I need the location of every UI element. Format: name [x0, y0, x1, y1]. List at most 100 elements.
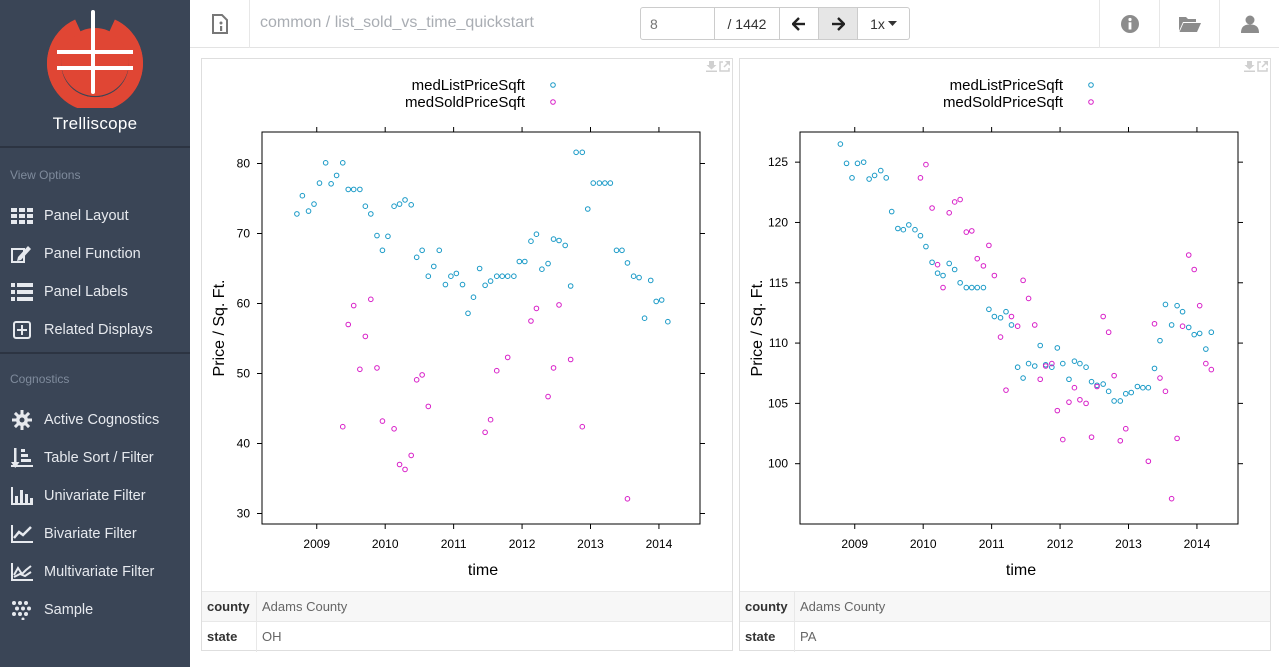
- open-display-button[interactable]: [1159, 0, 1219, 48]
- data-point: [476, 265, 483, 272]
- sidebar-item-panel-labels[interactable]: Panel Labels: [0, 273, 190, 311]
- sidebar-item-sample[interactable]: Sample: [0, 591, 190, 629]
- data-point: [1003, 387, 1009, 393]
- legend-label: medSoldPriceSqft: [943, 94, 1064, 111]
- y-axis-label: Price / Sq. Ft.: [211, 280, 228, 377]
- data-point: [419, 247, 425, 254]
- user-button[interactable]: [1219, 0, 1279, 48]
- data-point: [1151, 365, 1158, 372]
- cog-name: county: [202, 591, 257, 622]
- data-point: [1162, 301, 1169, 308]
- data-point: [442, 281, 449, 288]
- data-point: [522, 258, 528, 265]
- data-point: [630, 273, 637, 279]
- sidebar-item-panel-function[interactable]: Panel Function: [0, 235, 190, 273]
- data-point: [368, 211, 374, 217]
- data-point: [986, 242, 992, 249]
- data-point: [624, 496, 631, 502]
- panel-2[interactable]: medListPriceSqft medSoldPriceSqft 2009 2010…: [739, 58, 1271, 652]
- arrow-right-icon: [832, 16, 845, 31]
- data-point: [539, 266, 545, 272]
- data-point: [1134, 383, 1141, 390]
- data-point: [493, 273, 500, 279]
- data-point: [860, 159, 867, 165]
- prev-page-button[interactable]: [780, 7, 819, 40]
- arrow-left-icon: [792, 16, 805, 31]
- display-info-button[interactable]: [190, 0, 250, 48]
- data-point: [470, 294, 477, 300]
- data-point: [430, 263, 437, 270]
- data-point: [653, 298, 660, 305]
- sidebar-item-univariate-filter[interactable]: Univariate Filter: [0, 477, 190, 515]
- cog-name: state: [202, 621, 257, 652]
- download-icon[interactable]: [706, 61, 717, 72]
- data-point: [1049, 360, 1055, 367]
- zoom-dropdown[interactable]: 1x: [858, 7, 910, 40]
- data-point: [396, 461, 403, 468]
- data-point: [345, 321, 352, 328]
- page-input[interactable]: [640, 7, 715, 40]
- sidebar-item-table-sort-filter[interactable]: Table Sort / Filter: [0, 439, 190, 477]
- data-point: [590, 180, 597, 186]
- data-point: [1111, 372, 1117, 379]
- data-point: [923, 243, 929, 250]
- external-link-icon[interactable]: [1257, 61, 1268, 72]
- data-point: [929, 259, 935, 266]
- data-point: [997, 314, 1004, 321]
- data-point: [1025, 295, 1032, 302]
- page-total: / 1442: [715, 7, 780, 40]
- data-point: [934, 261, 941, 268]
- data-point: [1088, 378, 1095, 385]
- brand-name: Trelliscope: [52, 114, 138, 133]
- y-tick-label: 125: [768, 155, 788, 169]
- data-point: [980, 263, 987, 269]
- data-point: [895, 225, 901, 232]
- cog-value: Adams County: [800, 599, 886, 614]
- data-point: [1145, 458, 1152, 465]
- data-point: [556, 237, 562, 244]
- data-point: [1168, 495, 1175, 502]
- info-icon: [1120, 15, 1139, 33]
- sidebar-item-label: Active Cognostics: [44, 412, 160, 428]
- data-point: [1003, 308, 1009, 315]
- data-point: [1071, 358, 1078, 364]
- next-page-button[interactable]: [819, 7, 858, 40]
- data-point: [934, 270, 941, 276]
- external-link-icon[interactable]: [719, 61, 730, 72]
- data-point: [647, 277, 654, 284]
- data-point: [350, 302, 357, 309]
- info-button[interactable]: [1099, 0, 1159, 48]
- data-point: [408, 452, 414, 459]
- data-point: [1117, 437, 1124, 444]
- sidebar-item-multivariate-filter[interactable]: Multivariate Filter: [0, 553, 190, 591]
- download-icon[interactable]: [1244, 61, 1255, 72]
- panel-1[interactable]: medListPriceSqft medSoldPriceSqft 2009 2010…: [201, 58, 733, 652]
- display-path: common / list_sold_vs_time_quickstart: [260, 14, 534, 31]
- data-point: [1100, 313, 1106, 320]
- cog-row-state: state PA: [740, 621, 1270, 652]
- data-point: [1077, 360, 1083, 367]
- data-point: [533, 231, 540, 237]
- data-point: [362, 203, 369, 209]
- data-point: [499, 273, 506, 279]
- data-point: [602, 180, 608, 186]
- y-tick-label: 110: [769, 336, 788, 350]
- folder-open-icon: [1178, 17, 1201, 32]
- x-tick-label: 2014: [646, 537, 673, 551]
- plot-frame: [261, 131, 701, 525]
- sidebar-item-label: Table Sort / Filter: [44, 450, 154, 466]
- data-point: [487, 416, 494, 423]
- sidebar-item-related-displays[interactable]: Related Displays: [0, 311, 190, 349]
- data-point: [413, 254, 420, 261]
- data-point: [1179, 308, 1186, 315]
- data-point: [453, 270, 460, 277]
- data-point: [1037, 376, 1044, 383]
- data-point: [402, 197, 408, 203]
- sidebar-item-active-cognostics[interactable]: Active Cognostics: [0, 401, 190, 439]
- data-point: [940, 272, 946, 279]
- sidebar-item-bivariate-filter[interactable]: Bivariate Filter: [0, 515, 190, 553]
- data-point: [1157, 375, 1163, 381]
- brand[interactable]: Trelliscope: [0, 0, 190, 148]
- sidebar-item-panel-layout[interactable]: Panel Layout: [0, 197, 190, 235]
- data-point: [1083, 364, 1089, 371]
